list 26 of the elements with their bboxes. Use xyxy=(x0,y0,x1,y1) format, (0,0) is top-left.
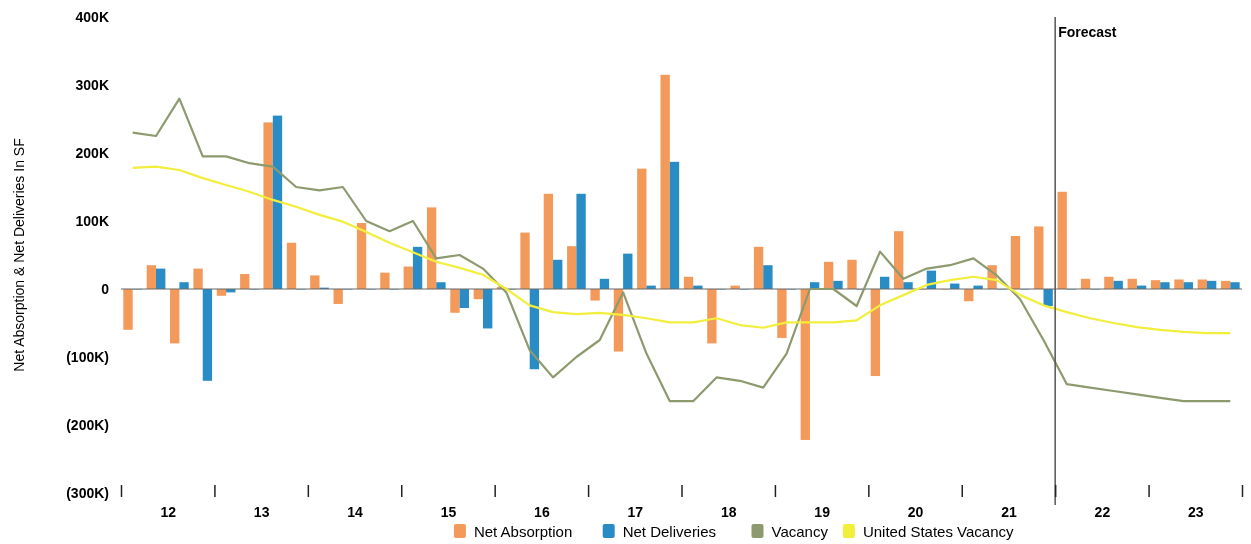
y-tick-label: 100K xyxy=(75,212,109,229)
legend-label: Net Deliveries xyxy=(622,523,717,541)
x-tick-label: 23 xyxy=(1188,503,1204,520)
x-tick-label: 12 xyxy=(160,503,177,520)
x-tick-label: 16 xyxy=(534,503,550,520)
legend-label: United States Vacancy xyxy=(862,523,1015,541)
x-tick-label: 19 xyxy=(814,503,831,520)
y-tick-label: (200K) xyxy=(66,416,109,433)
x-tick-label: 22 xyxy=(1094,503,1111,520)
y-axis-title: Net Absorption & Net Deliveries In SF xyxy=(11,138,27,372)
legend-label: Net Absorption xyxy=(473,523,573,541)
y-tick-label: (300K) xyxy=(66,484,109,501)
x-tick-label: 15 xyxy=(440,503,457,520)
legend-label: Vacancy xyxy=(771,523,829,541)
y-tick-label: 300K xyxy=(75,76,109,93)
y-tick-label: 400K xyxy=(75,8,109,25)
x-tick-label: 13 xyxy=(253,503,270,520)
y-tick-label: 200K xyxy=(75,144,109,161)
x-tick-label: 14 xyxy=(347,503,364,520)
y-tick-label: (100K) xyxy=(66,348,109,365)
ref-line-label: Forecast xyxy=(1058,24,1117,40)
y-tick-label: 0 xyxy=(101,280,110,297)
x-tick-label: 20 xyxy=(907,503,924,520)
x-tick-label: 21 xyxy=(1001,503,1017,520)
x-tick-label: 17 xyxy=(627,503,644,520)
x-tick-label: 18 xyxy=(720,503,737,520)
